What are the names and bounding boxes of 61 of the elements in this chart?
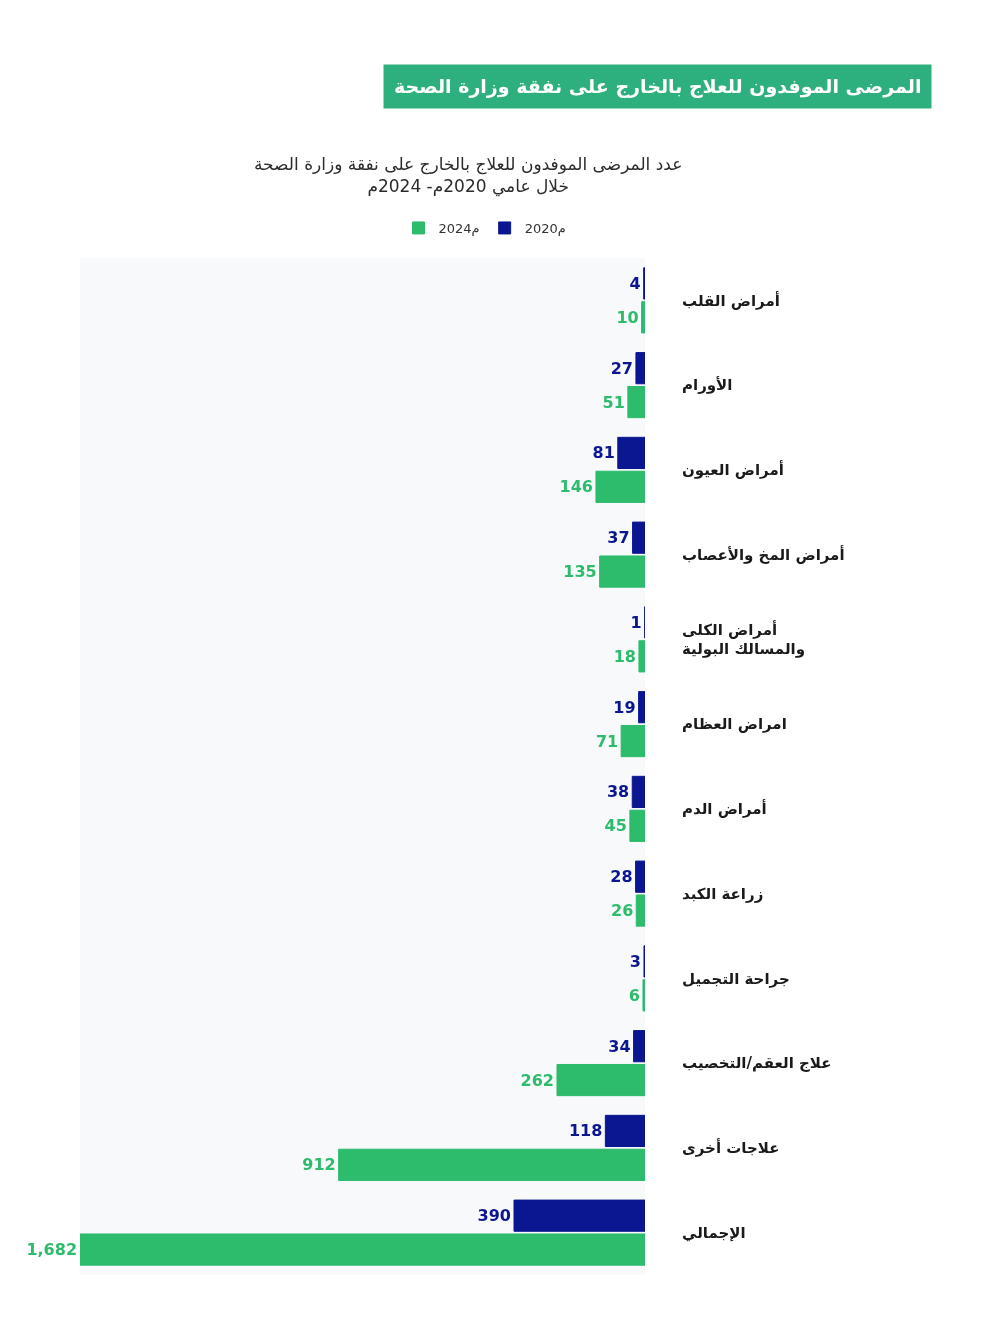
bar	[599, 555, 645, 588]
data-label: 18	[613, 646, 636, 666]
y-tick-label: زراعة الكبد	[682, 884, 764, 903]
data-label: 34	[608, 1036, 631, 1056]
bar	[627, 385, 645, 419]
bar	[632, 521, 645, 554]
bar	[642, 979, 645, 1012]
bar	[80, 1233, 645, 1266]
data-label: 51	[602, 392, 625, 412]
legend-label: 2020م	[524, 221, 566, 237]
y-tick-label: أمراض الكلى والمسالك البولية	[682, 619, 806, 659]
data-label: 27	[610, 358, 633, 378]
data-label: 390	[477, 1206, 511, 1226]
data-label: 45	[604, 816, 627, 836]
y-tick-label: الأورام	[682, 376, 733, 395]
y-tick-label: أمراض العيون	[682, 460, 784, 480]
y-tick-label: امراض العظام	[682, 715, 787, 734]
data-label: 71	[595, 731, 619, 751]
bar	[633, 1030, 645, 1063]
bar	[638, 691, 645, 724]
bar	[617, 436, 645, 470]
y-tick-label: جراحة التجميل	[682, 969, 790, 988]
bar	[635, 894, 645, 927]
data-label: 118	[568, 1121, 603, 1141]
data-label: 37	[607, 528, 630, 548]
data-label: 135	[563, 562, 597, 582]
y-tick-label: الإجمالي	[682, 1223, 746, 1242]
bar	[631, 775, 645, 809]
bar	[635, 860, 645, 893]
data-label: 4	[629, 273, 641, 293]
data-label: 38	[606, 782, 630, 802]
data-label: 1,682	[26, 1240, 77, 1260]
y-tick-label: أمراض المخ والأعصاب	[682, 544, 845, 564]
data-label: 6	[628, 985, 640, 1005]
bar	[604, 1114, 645, 1148]
data-label: 28	[610, 867, 633, 887]
y-tick-label: علاجات أخرى	[682, 1138, 780, 1158]
bar	[620, 724, 645, 758]
bar	[595, 470, 645, 503]
data-label: 912	[302, 1155, 336, 1175]
bar	[556, 1063, 645, 1097]
data-label: 146	[559, 477, 593, 497]
data-label: 10	[616, 307, 639, 327]
bar	[513, 1199, 645, 1232]
data-label: 3	[629, 951, 641, 971]
chart-subtitle: عدد المرضى الموفدون للعلاج بالخارج على نفقة وزارة الصحة خلال عامي 2020م- 2024م	[254, 154, 683, 198]
bar	[635, 352, 645, 385]
bar	[638, 640, 645, 673]
bar	[338, 1148, 645, 1181]
data-label: 26	[611, 901, 634, 921]
data-label: 1	[630, 612, 642, 632]
legend-label: 2024م	[438, 221, 480, 237]
y-tick-label: أمراض الدم	[682, 799, 767, 819]
bar	[641, 301, 645, 334]
chart-title: المرضى الموفدون للعلاج بالخارج على نفقة وزارة الصحة	[394, 75, 922, 98]
data-label: 81	[592, 443, 615, 463]
data-label: 19	[613, 697, 636, 717]
data-label: 262	[520, 1070, 554, 1090]
bar	[629, 809, 645, 842]
y-tick-label: علاج العقم/التخصيب	[682, 1054, 832, 1073]
y-tick-label: أمراض القلب	[682, 290, 780, 310]
